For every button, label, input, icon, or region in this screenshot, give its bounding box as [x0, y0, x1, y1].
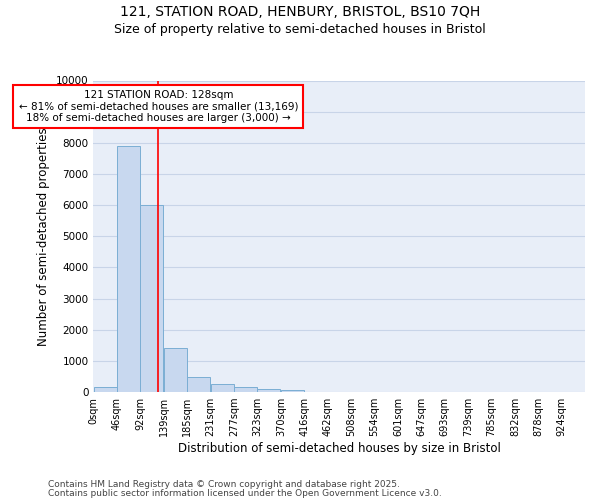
Bar	[211, 384, 233, 392]
Bar	[234, 388, 257, 392]
Bar	[140, 205, 163, 392]
Text: Size of property relative to semi-detached houses in Bristol: Size of property relative to semi-detach…	[114, 22, 486, 36]
Bar	[187, 376, 211, 392]
Y-axis label: Number of semi-detached properties: Number of semi-detached properties	[37, 127, 50, 346]
Text: 121, STATION ROAD, HENBURY, BRISTOL, BS10 7QH: 121, STATION ROAD, HENBURY, BRISTOL, BS1…	[120, 5, 480, 19]
Bar	[281, 390, 304, 392]
Text: Contains public sector information licensed under the Open Government Licence v3: Contains public sector information licen…	[48, 489, 442, 498]
Text: Contains HM Land Registry data © Crown copyright and database right 2025.: Contains HM Land Registry data © Crown c…	[48, 480, 400, 489]
Bar	[117, 146, 140, 392]
X-axis label: Distribution of semi-detached houses by size in Bristol: Distribution of semi-detached houses by …	[178, 442, 500, 455]
Bar	[164, 348, 187, 392]
Bar	[257, 389, 280, 392]
Text: 121 STATION ROAD: 128sqm
← 81% of semi-detached houses are smaller (13,169)
18% : 121 STATION ROAD: 128sqm ← 81% of semi-d…	[19, 90, 298, 123]
Bar	[94, 388, 116, 392]
